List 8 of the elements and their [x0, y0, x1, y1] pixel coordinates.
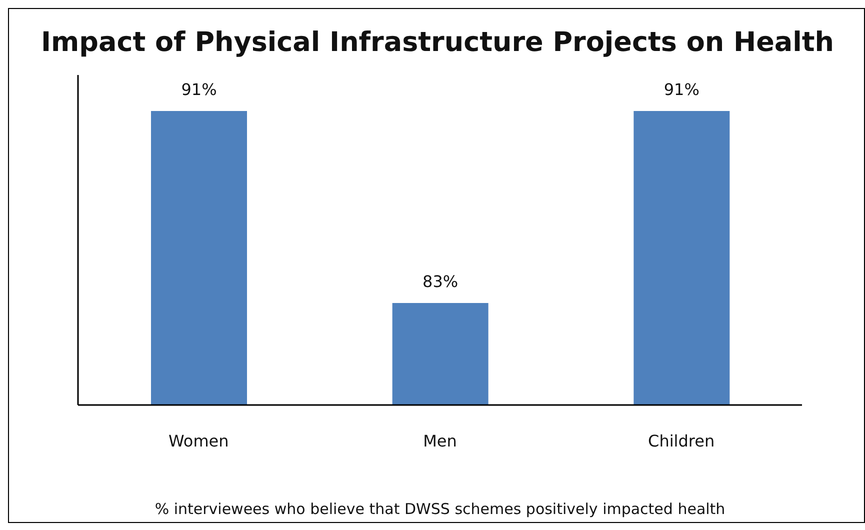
x-axis-title: % interviewees who believe that DWSS schemes positively impacted health: [154, 500, 726, 518]
data-label: 91%: [664, 80, 700, 99]
x-tick-label: Men: [423, 431, 457, 450]
chart-title: Impact of Physical Infrastructure Projects on Health: [40, 27, 836, 58]
data-label: 91%: [181, 80, 217, 99]
x-tick-label: Women: [168, 431, 229, 450]
data-label: 83%: [422, 272, 458, 291]
x-tick-label: Children: [648, 431, 715, 450]
